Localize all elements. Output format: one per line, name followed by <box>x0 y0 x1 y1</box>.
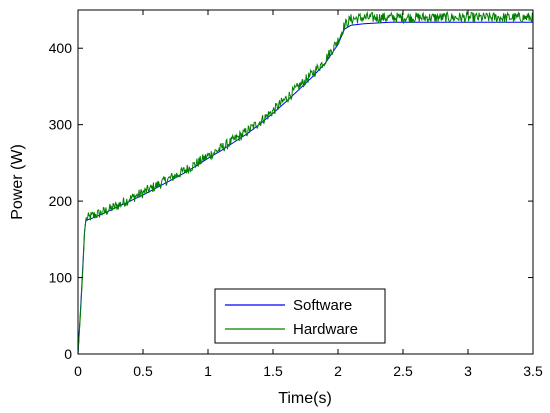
x-tick-label: 2 <box>334 363 342 379</box>
y-axis-label: Power (W) <box>9 144 26 220</box>
y-tick-label: 100 <box>49 270 73 286</box>
axes-layer: 0 0.5 1 1.5 2 2.5 3 3.5 0 100 200 300 400 <box>49 9 543 379</box>
series-line-hardware <box>78 10 533 354</box>
y-tick-label: 200 <box>49 193 73 209</box>
legend-box <box>214 288 386 344</box>
x-tick-label: 2.5 <box>393 363 413 379</box>
x-tick-label: 1 <box>204 363 212 379</box>
x-tick-label: 3.5 <box>523 363 543 379</box>
x-axis-label: Time(s) <box>278 390 332 407</box>
y-tick-label: 300 <box>49 117 73 133</box>
x-tick-label: 0 <box>74 363 82 379</box>
x-tick-label: 3 <box>464 363 472 379</box>
x-tick-label: 1.5 <box>263 363 283 379</box>
legend-label-hardware: Hardware <box>293 321 358 338</box>
x-tick-label: 0.5 <box>133 363 153 379</box>
legend: Software Hardware <box>214 288 386 344</box>
y-tick-label: 400 <box>49 40 73 56</box>
legend-label-software: Software <box>293 297 352 314</box>
plot-frame <box>77 9 534 355</box>
y-tick-label: 0 <box>64 346 72 362</box>
series-layer <box>78 10 533 354</box>
